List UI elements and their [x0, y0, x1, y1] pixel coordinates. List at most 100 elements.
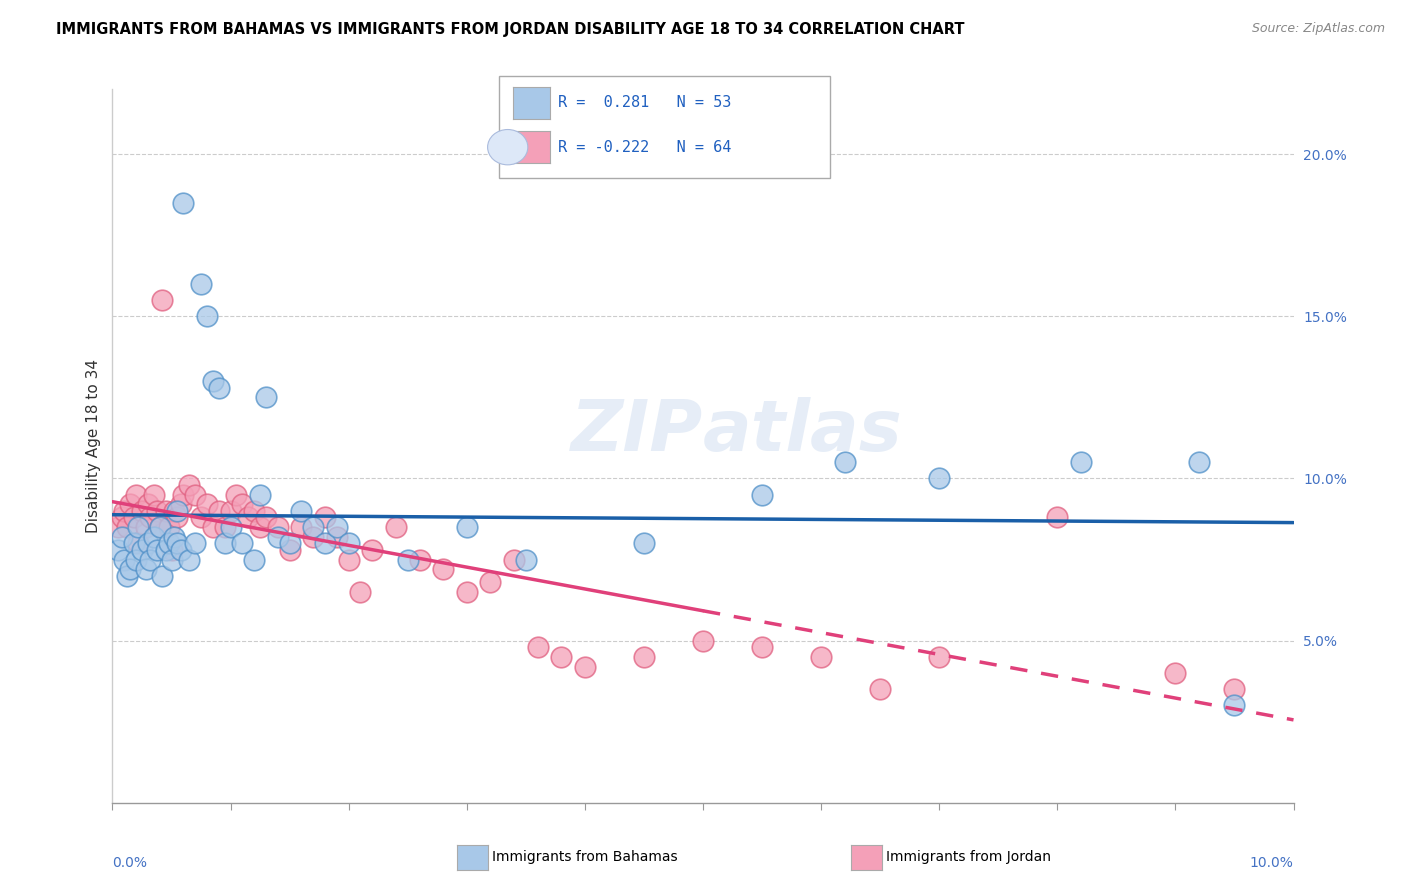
Point: [149, 520, 172, 534]
Text: ZIP: ZIP: [571, 397, 703, 467]
Point: [515, 552, 537, 566]
Point: [314, 536, 336, 550]
Point: [142, 530, 165, 544]
Text: Immigrants from Jordan: Immigrants from Jordan: [886, 850, 1050, 864]
Point: [111, 510, 134, 524]
Point: [160, 552, 183, 566]
Point: [170, 542, 193, 557]
Point: [361, 542, 384, 557]
Text: Immigrants from Bahamas: Immigrants from Bahamas: [492, 850, 678, 864]
Point: [928, 471, 950, 485]
Point: [142, 488, 165, 502]
Point: [254, 390, 277, 404]
Point: [127, 536, 149, 550]
Point: [456, 585, 478, 599]
Point: [149, 520, 172, 534]
Point: [127, 520, 149, 534]
Point: [115, 520, 138, 534]
Point: [150, 568, 173, 582]
Point: [479, 575, 502, 590]
Point: [1223, 682, 1246, 697]
Point: [278, 536, 301, 550]
Point: [155, 542, 177, 557]
Point: [150, 293, 173, 307]
Point: [135, 562, 157, 576]
Point: [190, 510, 212, 524]
Point: [170, 497, 193, 511]
Point: [751, 488, 773, 502]
Point: [249, 488, 271, 502]
Point: [928, 649, 950, 664]
Point: [122, 510, 145, 524]
Point: [633, 649, 655, 664]
Point: [290, 520, 312, 534]
Point: [503, 552, 526, 566]
Point: [111, 530, 134, 544]
Point: [243, 552, 266, 566]
Point: [166, 510, 188, 524]
Point: [208, 381, 231, 395]
Point: [125, 552, 148, 566]
Point: [201, 374, 224, 388]
Point: [869, 682, 891, 697]
Point: [135, 520, 157, 534]
Point: [112, 552, 135, 566]
Point: [160, 542, 183, 557]
Point: [238, 510, 260, 524]
Point: [302, 520, 325, 534]
Text: 0.0%: 0.0%: [112, 856, 148, 871]
Y-axis label: Disability Age 18 to 34: Disability Age 18 to 34: [86, 359, 101, 533]
Point: [526, 640, 548, 654]
Point: [136, 497, 159, 511]
Point: [172, 195, 194, 210]
Point: [432, 562, 454, 576]
Point: [326, 530, 349, 544]
Point: [278, 542, 301, 557]
Point: [1223, 698, 1246, 713]
Point: [179, 478, 201, 492]
Point: [231, 536, 253, 550]
Point: [195, 310, 218, 324]
Point: [633, 536, 655, 550]
Point: [184, 488, 207, 502]
Text: Source: ZipAtlas.com: Source: ZipAtlas.com: [1251, 22, 1385, 36]
Point: [810, 649, 832, 664]
Point: [214, 536, 236, 550]
Point: [139, 510, 162, 524]
Point: [385, 520, 408, 534]
Point: [219, 504, 242, 518]
Point: [396, 552, 419, 566]
Point: [172, 488, 194, 502]
Point: [243, 504, 266, 518]
Point: [136, 536, 159, 550]
Point: [112, 504, 135, 518]
Point: [1164, 666, 1187, 681]
Point: [163, 504, 186, 518]
Point: [195, 497, 218, 511]
Point: [166, 504, 188, 518]
Text: IMMIGRANTS FROM BAHAMAS VS IMMIGRANTS FROM JORDAN DISABILITY AGE 18 TO 34 CORREL: IMMIGRANTS FROM BAHAMAS VS IMMIGRANTS FR…: [56, 22, 965, 37]
Point: [139, 552, 162, 566]
Point: [179, 552, 201, 566]
Point: [120, 497, 142, 511]
Point: [146, 542, 169, 557]
Point: [115, 568, 138, 582]
Point: [219, 520, 242, 534]
Point: [1188, 455, 1211, 469]
Point: [337, 536, 360, 550]
Point: [225, 488, 247, 502]
Point: [326, 520, 349, 534]
Point: [834, 455, 856, 469]
Point: [125, 488, 148, 502]
Point: [208, 504, 231, 518]
Point: [163, 530, 186, 544]
Point: [1070, 455, 1092, 469]
Point: [267, 520, 290, 534]
Point: [314, 510, 336, 524]
Point: [267, 530, 290, 544]
Point: [751, 640, 773, 654]
Point: [254, 510, 277, 524]
Point: [337, 552, 360, 566]
Point: [456, 520, 478, 534]
Point: [107, 520, 129, 534]
